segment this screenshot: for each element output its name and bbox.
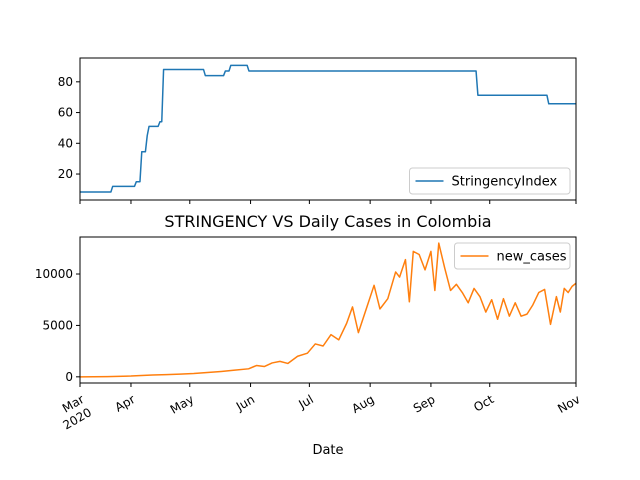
series-line-new-cases <box>79 242 577 378</box>
legend-label: new_cases <box>497 250 567 265</box>
legend-box <box>454 242 571 270</box>
y-tick-label: 80 <box>58 75 73 89</box>
x-tick-label: Jul <box>295 392 315 412</box>
chart-title: STRINGENCY VS Daily Cases in Colombia <box>164 212 491 231</box>
new-cases-axes-frame <box>79 236 577 384</box>
legend-label: StringencyIndex <box>452 175 558 190</box>
y-tick-label: 10000 <box>35 267 73 281</box>
series-line-stringencyindex <box>80 64 576 193</box>
y-tick-label: 0 <box>65 370 73 384</box>
legend-box <box>409 167 571 195</box>
y-tick-label: 5000 <box>42 318 73 332</box>
y-tick-label: 40 <box>58 136 73 150</box>
stringency-axes-frame <box>79 57 577 201</box>
stringency-panel: 20 40 60 80 StringencyIndex <box>58 57 577 204</box>
y-tick-label: 60 <box>58 106 73 120</box>
x-axis-label: Date <box>312 443 343 458</box>
x-tick-group: Jul <box>295 392 315 412</box>
y-tick-label: 20 <box>58 167 73 181</box>
